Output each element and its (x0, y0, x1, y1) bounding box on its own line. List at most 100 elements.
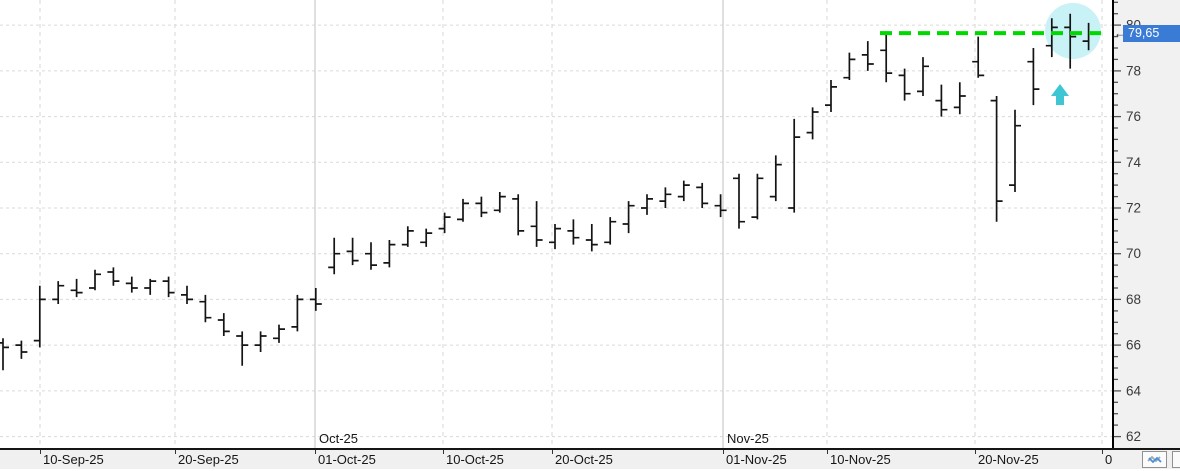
ohlc-bar (457, 198, 469, 222)
ohlc-bar (880, 32, 893, 83)
x-tick (315, 450, 316, 454)
ohlc-bar (567, 219, 580, 245)
ohlc-bar (107, 267, 120, 286)
y-tick-label: 74 (1126, 155, 1142, 170)
x-tick (443, 450, 444, 454)
ohlc-bar (401, 226, 414, 247)
ohlc-bar (751, 173, 764, 220)
ohlc-bar (953, 82, 966, 115)
ohlc-bar (328, 237, 341, 275)
chart-plot-area[interactable]: Oct-25 Nov-25 (0, 0, 1112, 448)
ohlc-bar (254, 331, 267, 352)
x-tick (975, 450, 976, 454)
up-arrow-icon[interactable] (1051, 84, 1069, 105)
x-tick (552, 450, 553, 454)
last-price-marker: ← 79,65 (1112, 25, 1180, 42)
x-tick-label: 01-Nov-25 (726, 452, 787, 467)
ohlc-bar (291, 294, 304, 332)
ohlc-bar (530, 201, 543, 247)
y-tick-label: 78 (1126, 63, 1141, 78)
ohlc-bar (972, 36, 985, 78)
ohlc-bar (493, 192, 506, 213)
x-tick-label: 10-Oct-25 (446, 452, 504, 467)
ohlc-bar (144, 278, 157, 295)
month-label: Oct-25 (319, 431, 359, 446)
x-tick-label: 0 (1105, 452, 1113, 467)
y-axis-scale: 62646668707274767880 (1112, 0, 1142, 448)
ohlc-bar (733, 173, 745, 229)
ohlc-bar (0, 338, 9, 371)
x-tick-label: 20-Oct-25 (555, 452, 613, 467)
ohlc-bar (677, 180, 690, 202)
x-tick (1102, 450, 1103, 454)
y-tick-label: 64 (1126, 383, 1142, 398)
ohlc-bar (52, 281, 65, 304)
y-tick-label: 68 (1126, 292, 1141, 307)
x-tick (827, 450, 828, 454)
x-tick (40, 450, 41, 454)
ohlc-bar (475, 196, 488, 218)
ohlc-bar (843, 52, 856, 80)
ohlc-bar (990, 96, 1003, 222)
last-price-label: 79,65 (1123, 25, 1180, 42)
ohlc-bar (199, 294, 212, 323)
ohlc-bar (696, 182, 709, 208)
ohlc-bar (1027, 48, 1040, 106)
ohlc-bar (273, 324, 285, 343)
y-tick-label: 72 (1126, 201, 1141, 216)
x-tick (723, 450, 724, 454)
ohlc-bar (806, 107, 819, 140)
ohlc-bar (1064, 13, 1077, 69)
ohlc-bar (769, 155, 782, 202)
y-tick-label: 70 (1126, 246, 1141, 261)
price-chart (0, 0, 1112, 448)
x-tick-label: 01-Oct-25 (318, 452, 376, 467)
ohlc-bar (162, 276, 175, 298)
x-tick-label: 20-Nov-25 (978, 452, 1039, 467)
ohlc-bar (898, 68, 911, 101)
indicator-toggle-button[interactable] (1142, 451, 1167, 468)
ohlc-bar (641, 194, 653, 215)
x-tick (175, 450, 176, 454)
ohlc-bar (309, 288, 322, 311)
ohlc-bar (549, 224, 561, 250)
ohlc-bar (604, 217, 617, 245)
ohlc-bar (383, 240, 396, 268)
ohlc-bar (15, 340, 28, 359)
y-tick-label: 62 (1126, 429, 1141, 444)
ohlc-bar (512, 194, 525, 236)
ohlc-bar (420, 228, 433, 247)
ohlc-bar (585, 224, 598, 252)
ohlc-bar (622, 201, 635, 234)
ohlc-bar (365, 242, 377, 270)
x-tick-label: 10-Nov-25 (830, 452, 891, 467)
y-axis-panel[interactable]: 62646668707274767880 (1112, 0, 1180, 448)
x-tick-label: 10-Sep-25 (43, 452, 104, 467)
ohlc-bar (438, 212, 451, 234)
ohlc-bar (1045, 18, 1058, 58)
month-label: Nov-25 (727, 431, 769, 446)
ohlc-bar (70, 278, 83, 298)
highlight-circle[interactable] (1045, 3, 1101, 59)
ohlc-bar (125, 276, 138, 293)
ohlc-bar (217, 313, 230, 336)
zigzag-icon (1146, 455, 1162, 464)
y-tick-label: 76 (1126, 109, 1141, 124)
ohlc-bar (1009, 109, 1021, 192)
ohlc-bar (825, 80, 837, 112)
ohlc-bar (861, 41, 874, 71)
x-tick-label: 20-Sep-25 (178, 452, 239, 467)
ohlc-bar (935, 84, 948, 117)
ohlc-bar (236, 331, 249, 366)
ohlc-bar (714, 194, 727, 218)
ohlc-bar (917, 57, 929, 96)
edge-button[interactable] (1172, 451, 1180, 468)
ohlc-bar (788, 118, 801, 213)
y-tick-label: 66 (1126, 338, 1141, 353)
x-axis-panel[interactable]: 10-Sep-25 20-Sep-25 01-Oct-25 10-Oct-25 20-O… (0, 448, 1180, 469)
ohlc-bar (346, 237, 359, 266)
ohlc-bar (33, 285, 46, 348)
ohlc-bar (89, 269, 101, 291)
ohlc-bar (659, 187, 672, 208)
